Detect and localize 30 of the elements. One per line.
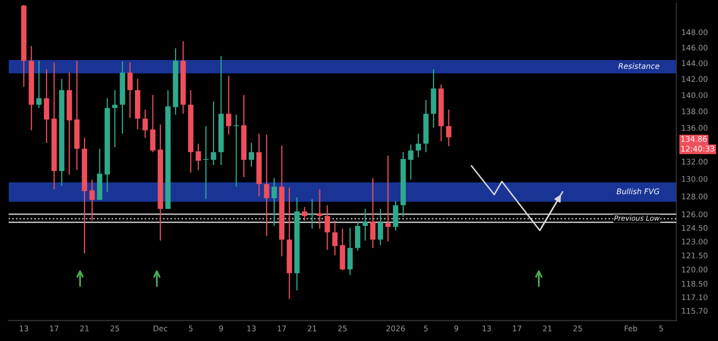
candlestick [127,62,133,118]
candlestick [408,144,414,180]
candlestick [196,143,201,171]
candlestick [332,220,338,256]
candlestick [210,100,216,166]
candlestick [416,133,422,158]
candlestick [355,220,360,252]
candlestick [317,188,322,230]
candlestick [203,126,209,200]
candlestick [392,200,398,232]
candlestick [362,208,368,242]
candlestick [89,179,95,222]
line-series [470,165,564,232]
candlestick [324,204,330,250]
candlestick [36,60,42,109]
candlestick [446,109,452,147]
candlestick [44,68,50,144]
candlestick [347,227,353,276]
candlestick [150,94,156,153]
candlestick [385,155,391,242]
candlestick [272,177,277,226]
candlestick [370,177,376,248]
candlestick [302,206,308,222]
candlestick [112,90,118,148]
candlestick [264,134,270,237]
candlestick [142,109,148,138]
candlestick [226,75,232,136]
candlestick [309,198,315,230]
candlestick [378,208,384,246]
candlestick [248,142,254,168]
